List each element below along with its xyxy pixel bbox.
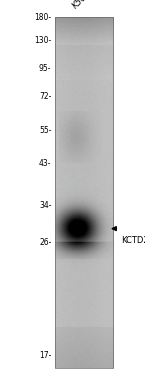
Text: 34-: 34- [39,201,51,210]
Text: 55-: 55- [39,126,51,135]
Text: KCTD21: KCTD21 [121,236,145,245]
Text: 72-: 72- [39,91,51,101]
Text: 180-: 180- [34,13,51,22]
Text: 130-: 130- [34,36,51,45]
Bar [55,17,113,368]
Text: 17-: 17- [39,351,51,360]
Text: K562: K562 [70,0,92,11]
Text: 43-: 43- [39,158,51,168]
Text: 26-: 26- [39,238,51,247]
Text: 95-: 95- [39,64,51,73]
